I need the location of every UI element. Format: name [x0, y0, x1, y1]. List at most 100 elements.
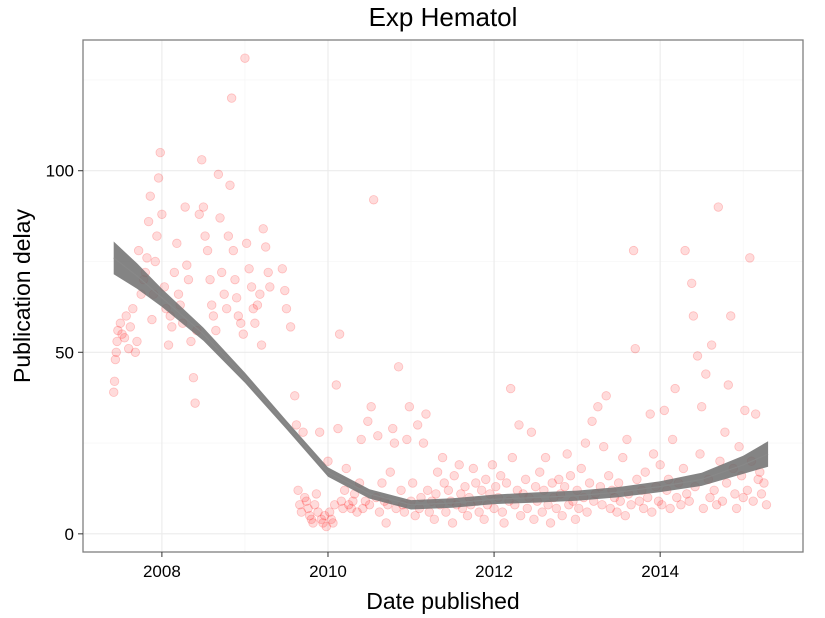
- data-point: [601, 391, 611, 401]
- data-point: [219, 289, 229, 299]
- data-point: [255, 289, 265, 299]
- data-point: [626, 500, 636, 510]
- data-point: [597, 500, 607, 510]
- data-point: [231, 293, 242, 303]
- data-point: [501, 478, 512, 488]
- data-point: [696, 402, 707, 412]
- data-point: [238, 329, 248, 339]
- data-point: [173, 289, 184, 299]
- data-point: [657, 500, 667, 510]
- data-point: [402, 434, 412, 445]
- data-point: [734, 441, 744, 452]
- data-point: [526, 427, 537, 437]
- data-point: [373, 431, 383, 441]
- data-point: [638, 503, 649, 514]
- data-point: [443, 485, 454, 495]
- data-point: [684, 496, 694, 506]
- data-point: [230, 274, 240, 285]
- data-point: [678, 463, 689, 474]
- data-point: [507, 452, 518, 463]
- data-point: [520, 474, 531, 485]
- y-tick-label: 100: [46, 162, 74, 181]
- data-point: [194, 209, 204, 219]
- x-tick-label: 2008: [143, 562, 181, 581]
- data-point: [474, 507, 484, 517]
- data-point: [250, 318, 260, 328]
- data-point: [613, 478, 624, 488]
- data-point: [557, 510, 567, 521]
- data-point: [717, 496, 728, 506]
- data-point: [113, 325, 123, 336]
- data-point: [421, 409, 431, 419]
- data-point: [252, 300, 263, 310]
- data-point: [489, 503, 499, 514]
- data-point: [437, 452, 448, 463]
- data-point: [612, 507, 622, 517]
- data-point: [505, 383, 516, 394]
- data-point: [570, 514, 581, 525]
- data-point: [368, 195, 379, 205]
- data-point: [731, 503, 742, 514]
- data-point: [336, 496, 346, 506]
- data-point: [709, 485, 719, 495]
- data-point: [256, 340, 267, 350]
- data-point: [167, 322, 177, 332]
- data-point: [180, 202, 190, 212]
- data-point: [439, 478, 449, 488]
- data-point: [248, 304, 258, 314]
- data-point: [388, 423, 398, 434]
- data-point: [301, 496, 312, 506]
- data-point: [522, 503, 532, 514]
- data-point: [188, 373, 199, 383]
- data-point: [695, 449, 705, 459]
- x-tick-label: 2012: [475, 562, 513, 581]
- panel-border: [82, 39, 804, 553]
- data-point: [145, 191, 155, 201]
- data-point: [496, 471, 506, 481]
- data-point: [377, 478, 387, 488]
- data-point: [540, 452, 551, 463]
- data-point: [745, 253, 755, 263]
- data-point: [545, 518, 556, 528]
- data-point: [748, 496, 758, 506]
- data-point: [223, 231, 234, 241]
- data-point: [598, 441, 609, 452]
- y-tick-label: 50: [55, 343, 74, 362]
- data-point: [412, 420, 423, 430]
- data-point: [429, 514, 439, 525]
- data-point: [205, 274, 215, 285]
- smooth-confidence-band: [113, 241, 769, 510]
- data-point: [389, 438, 400, 448]
- data-point: [759, 478, 769, 488]
- data-point: [551, 503, 562, 514]
- data-point: [197, 155, 207, 165]
- data-point: [119, 333, 130, 343]
- data-point: [110, 354, 121, 365]
- data-point: [125, 322, 136, 332]
- data-point: [515, 510, 526, 521]
- data-point: [281, 304, 292, 314]
- data-point: [260, 242, 271, 252]
- data-point: [147, 314, 157, 325]
- data-point: [306, 514, 317, 525]
- data-point: [244, 264, 254, 274]
- data-point: [121, 311, 131, 321]
- data-point: [645, 409, 655, 419]
- data-point: [190, 398, 200, 408]
- data-point: [358, 503, 368, 514]
- data-points: [109, 53, 772, 532]
- data-point: [471, 478, 481, 488]
- data-point: [460, 481, 470, 492]
- data-point: [142, 253, 152, 263]
- smooth-line: [113, 257, 769, 506]
- data-point: [300, 492, 310, 503]
- data-point: [447, 518, 458, 528]
- data-point: [311, 489, 322, 499]
- data-point: [290, 391, 300, 401]
- smooth-trend: [113, 241, 769, 510]
- data-point: [761, 500, 772, 510]
- chart-title: Exp Hematol: [369, 2, 518, 32]
- data-point: [750, 409, 761, 419]
- data-point: [554, 474, 564, 485]
- data-point: [213, 169, 224, 180]
